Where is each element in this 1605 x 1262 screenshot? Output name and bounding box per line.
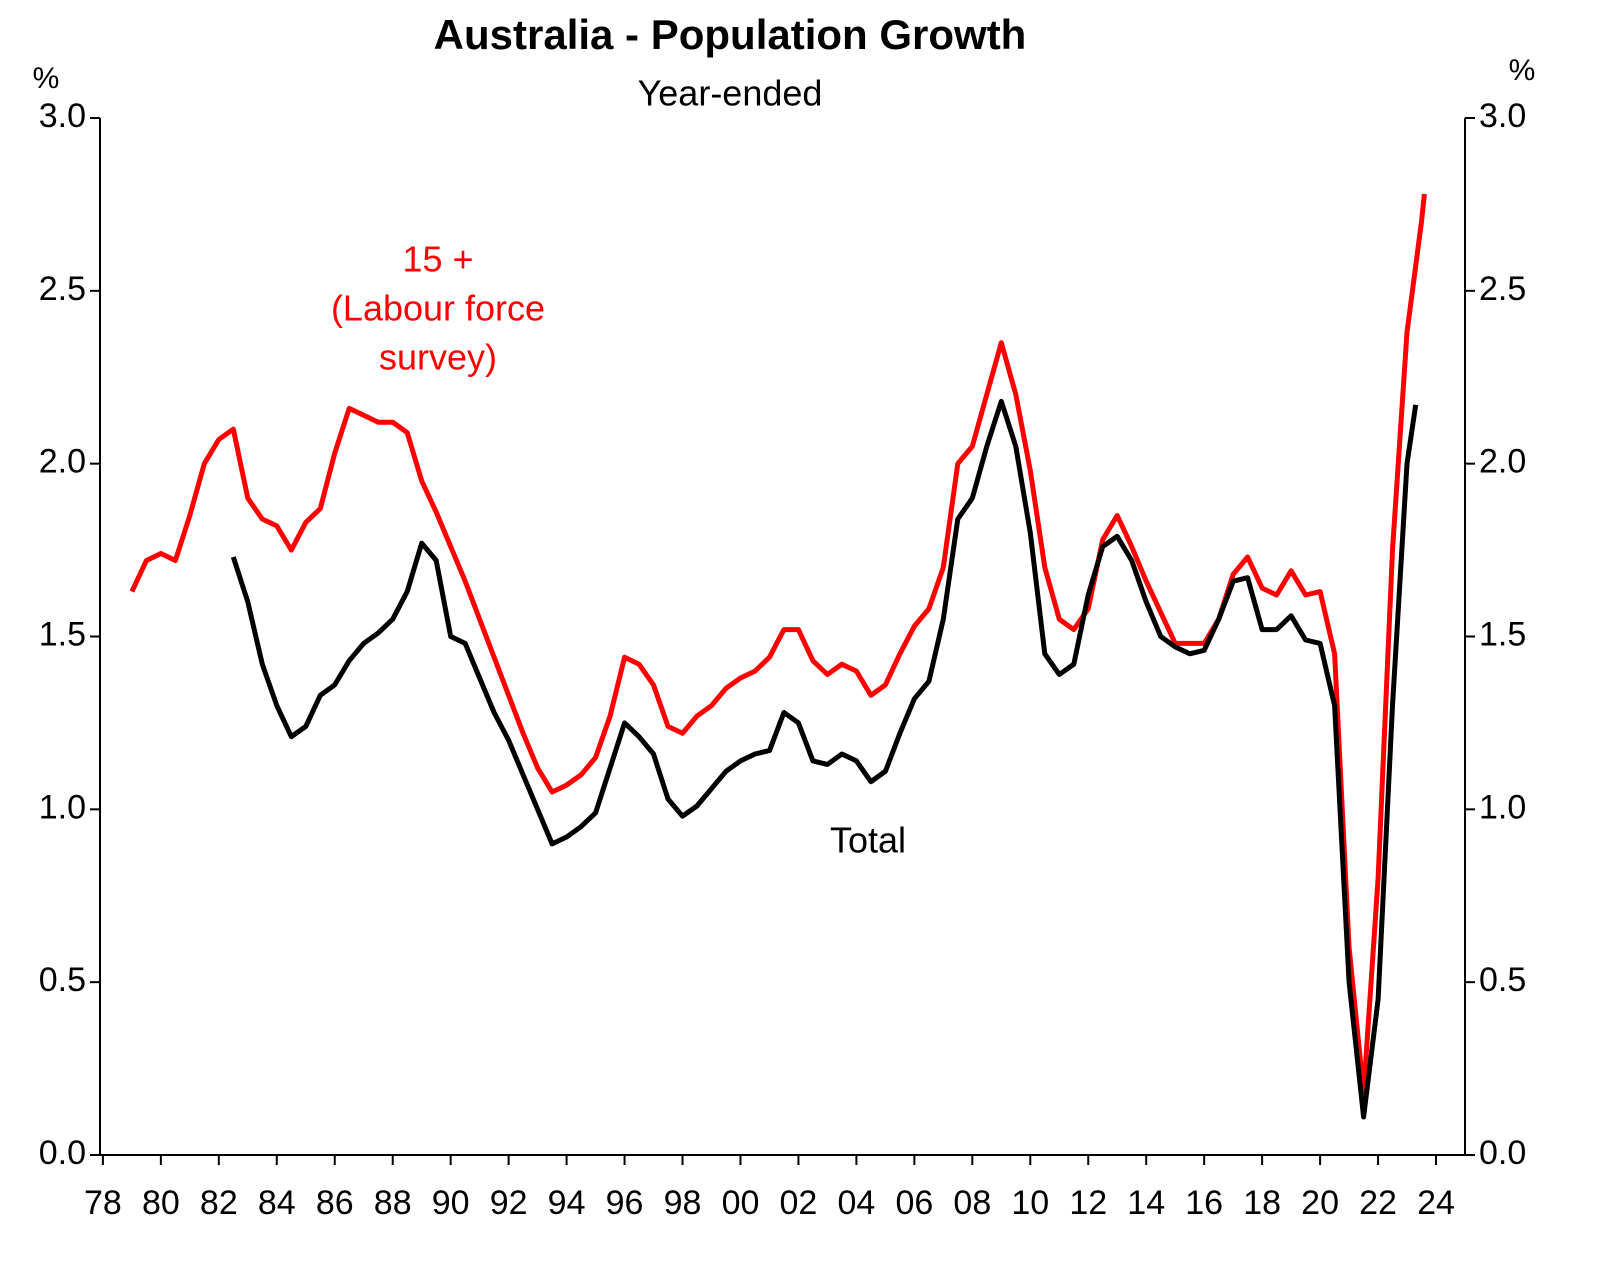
annotation: Total [830, 820, 906, 861]
y2-tick-label: 1.5 [1479, 615, 1526, 653]
x-tick-label: 84 [258, 1184, 296, 1222]
x-tick-label: 16 [1185, 1184, 1223, 1222]
x-tick-label: 10 [1011, 1184, 1049, 1222]
x-tick-label: 08 [953, 1184, 991, 1222]
series-line [129, 193, 1427, 1096]
x-tick-label: 86 [316, 1184, 354, 1222]
x-tick-label: 92 [490, 1184, 528, 1222]
chart-subtitle: Year-ended [638, 73, 823, 114]
annotation: (Labour force [331, 288, 545, 329]
x-tick-label: 18 [1243, 1184, 1281, 1222]
y2-tick-label: 1.0 [1479, 788, 1526, 826]
x-tick-label: 90 [432, 1184, 470, 1222]
series-line [230, 398, 1419, 1120]
y-tick-label: 1.0 [39, 788, 86, 826]
x-tick-label: 14 [1127, 1184, 1165, 1222]
y2-axis-unit: % [1509, 54, 1536, 87]
y2-tick-label: 2.5 [1479, 270, 1526, 308]
x-tick-label: 96 [606, 1184, 644, 1222]
x-tick-label: 02 [780, 1184, 818, 1222]
x-tick-label: 82 [200, 1184, 238, 1222]
x-tick-label: 06 [895, 1184, 933, 1222]
y2-tick-label: 2.0 [1479, 443, 1526, 481]
x-tick-label: 78 [84, 1184, 122, 1222]
annotation: survey) [379, 337, 497, 378]
x-tick-label: 94 [548, 1184, 586, 1222]
y-tick-label: 2.5 [39, 270, 86, 308]
x-tick-label: 00 [722, 1184, 760, 1222]
y-tick-label: 1.5 [39, 615, 86, 653]
x-tick-label: 20 [1301, 1184, 1339, 1222]
y2-tick-label: 0.5 [1479, 961, 1526, 999]
y-tick-label: 2.0 [39, 443, 86, 481]
y2-tick-label: 3.0 [1479, 97, 1526, 135]
y-tick-label: 0.5 [39, 961, 86, 999]
y-tick-label: 0.0 [39, 1134, 86, 1172]
x-tick-label: 24 [1417, 1184, 1455, 1222]
chart-title: Australia - Population Growth [434, 11, 1027, 58]
annotation: 15 + [402, 239, 473, 280]
x-tick-label: 04 [837, 1184, 875, 1222]
x-tick-label: 88 [374, 1184, 412, 1222]
y2-tick-label: 0.0 [1479, 1134, 1526, 1172]
x-tick-label: 98 [664, 1184, 702, 1222]
x-tick-label: 80 [142, 1184, 180, 1222]
y-tick-label: 3.0 [39, 97, 86, 135]
x-tick-label: 22 [1359, 1184, 1397, 1222]
y-axis-unit: % [33, 62, 60, 95]
x-tick-label: 12 [1069, 1184, 1107, 1222]
